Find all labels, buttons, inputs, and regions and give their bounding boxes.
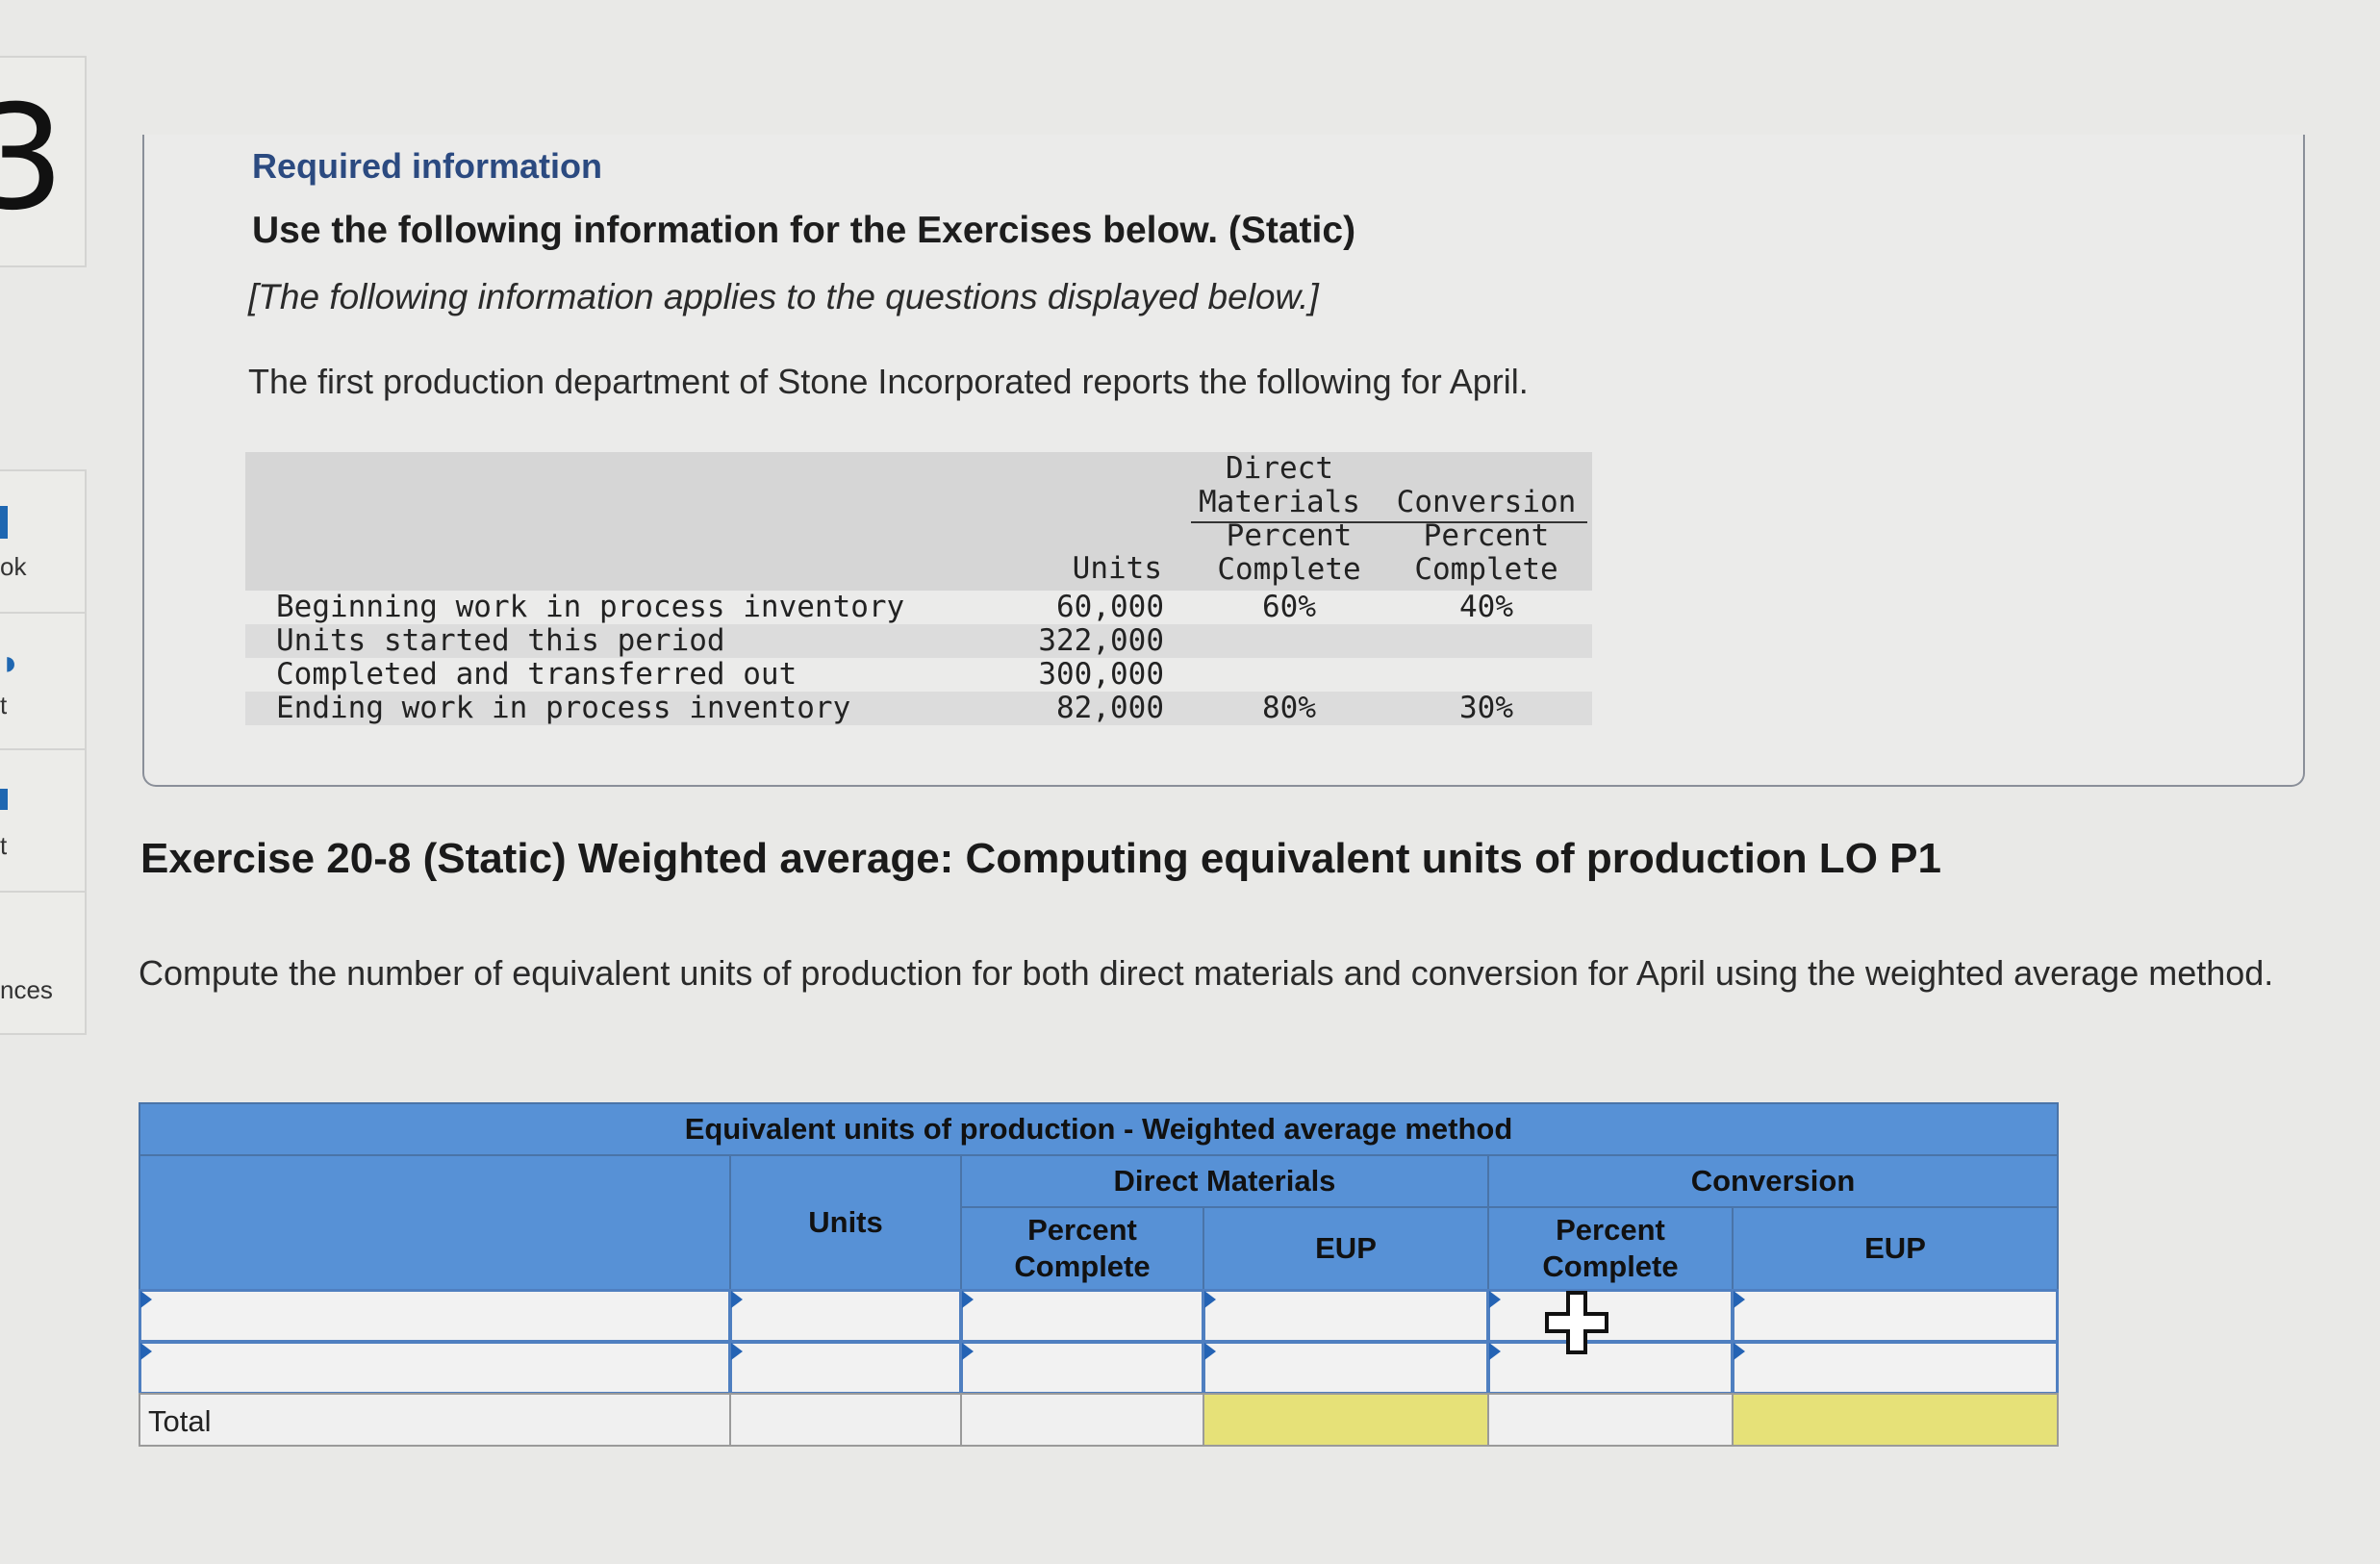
left-sidebar: 3 ok ◗ t t nces	[0, 0, 96, 1564]
sidebar-item-ebook[interactable]: ok	[0, 469, 87, 614]
intro-text: The first production department of Stone…	[248, 362, 1529, 401]
conversion-eup-header: EUP	[1732, 1206, 2059, 1291]
row1-conv-eup-input[interactable]	[1732, 1289, 2059, 1343]
table-row: Beginning work in process inventory 60,0…	[245, 591, 1592, 624]
total-dm-eup-cell	[1203, 1393, 1489, 1447]
row-label: Beginning work in process inventory	[276, 590, 905, 624]
sidebar-item-label: t	[0, 691, 8, 719]
row1-conv-percent-input[interactable]	[1487, 1289, 1734, 1343]
table-row: Ending work in process inventory 82,000 …	[245, 692, 1592, 725]
sidebar-item-label: ok	[0, 552, 27, 581]
row-dm-percent: 60%	[1262, 590, 1316, 624]
conversion-percent-complete-header: Percent Complete	[1414, 518, 1558, 587]
dm-eup-header: EUP	[1203, 1206, 1489, 1291]
units-header: Units	[1072, 551, 1162, 586]
row2-label-input[interactable]	[139, 1341, 731, 1395]
table-row: Units started this period 322,000	[245, 624, 1592, 658]
conversion-header: Conversion	[1396, 485, 1577, 519]
applies-note: [The following information applies to th…	[248, 277, 1319, 316]
sidebar-item-references[interactable]: nces	[0, 891, 87, 1035]
label-column-header	[139, 1154, 731, 1291]
row-dm-percent: 80%	[1262, 691, 1316, 725]
book-icon	[0, 506, 8, 539]
units-column-header: Units	[729, 1154, 962, 1291]
row-units: 300,000	[1038, 657, 1164, 692]
row1-label-input[interactable]	[139, 1289, 731, 1343]
row1-dm-eup-input[interactable]	[1203, 1289, 1489, 1343]
sidebar-item-print[interactable]: t	[0, 748, 87, 893]
total-row-label-cell: Total	[139, 1393, 731, 1447]
row2-dm-percent-input[interactable]	[960, 1341, 1204, 1395]
use-information-title: Use the following information for the Ex…	[252, 210, 1356, 251]
row-units: 82,000	[1056, 691, 1164, 725]
row-units: 60,000	[1056, 590, 1164, 624]
conversion-header: Conversion	[1487, 1154, 2059, 1208]
direct-materials-header: Direct Materials	[960, 1154, 1489, 1208]
sidebar-item-hint[interactable]: ◗ t	[0, 612, 87, 750]
table-row: Completed and transferred out 300,000	[245, 658, 1592, 692]
row1-dm-percent-input[interactable]	[960, 1289, 1204, 1343]
row2-conv-eup-input[interactable]	[1732, 1341, 2059, 1395]
total-conv-percent-cell	[1487, 1393, 1734, 1447]
conversion-percent-complete-header: Percent Complete	[1487, 1206, 1734, 1291]
row2-conv-percent-input[interactable]	[1487, 1341, 1734, 1395]
total-dm-percent-cell	[960, 1393, 1204, 1447]
question-number: 3	[0, 75, 65, 242]
exercise-instructions: Compute the number of equivalent units o…	[139, 953, 2274, 993]
total-conv-eup-cell	[1732, 1393, 2059, 1447]
header-divider	[1191, 521, 1587, 523]
total-units-cell	[729, 1393, 962, 1447]
dm-percent-complete-header: Percent Complete	[960, 1206, 1204, 1291]
eup-worksheet: Equivalent units of production - Weighte…	[139, 1102, 2063, 1454]
row-units: 322,000	[1038, 623, 1164, 658]
print-icon	[0, 789, 8, 810]
dm-percent-complete-header: Percent Complete	[1217, 518, 1361, 587]
sidebar-item-label: nces	[0, 975, 53, 1004]
hint-icon: ◗	[0, 643, 21, 682]
total-label: Total	[148, 1404, 212, 1438]
row-label: Units started this period	[276, 623, 725, 658]
move-cursor-icon	[1545, 1291, 1608, 1354]
row-label: Ending work in process inventory	[276, 691, 851, 725]
exercise-title: Exercise 20-8 (Static) Weighted average:…	[140, 835, 1941, 882]
row-conv-percent: 30%	[1459, 691, 1513, 725]
row2-units-input[interactable]	[729, 1341, 962, 1395]
row1-units-input[interactable]	[729, 1289, 962, 1343]
sidebar-item-label: t	[0, 831, 8, 860]
row2-dm-eup-input[interactable]	[1203, 1341, 1489, 1395]
direct-materials-header: Direct Materials	[1199, 451, 1360, 519]
row-conv-percent: 40%	[1459, 590, 1513, 624]
row-label: Completed and transferred out	[276, 657, 798, 692]
worksheet-title: Equivalent units of production - Weighte…	[139, 1102, 2059, 1156]
required-information-title: Required information	[252, 146, 603, 186]
question-number-box[interactable]	[0, 56, 87, 267]
